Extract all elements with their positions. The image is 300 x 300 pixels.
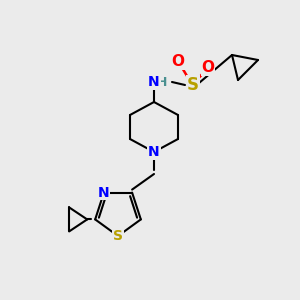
Text: O: O [202, 61, 214, 76]
Text: N: N [148, 145, 160, 159]
Text: H: H [157, 76, 167, 88]
Text: S: S [113, 229, 123, 243]
Text: O: O [172, 55, 184, 70]
Text: N: N [98, 186, 110, 200]
Text: N: N [148, 75, 160, 89]
Text: S: S [187, 76, 199, 94]
